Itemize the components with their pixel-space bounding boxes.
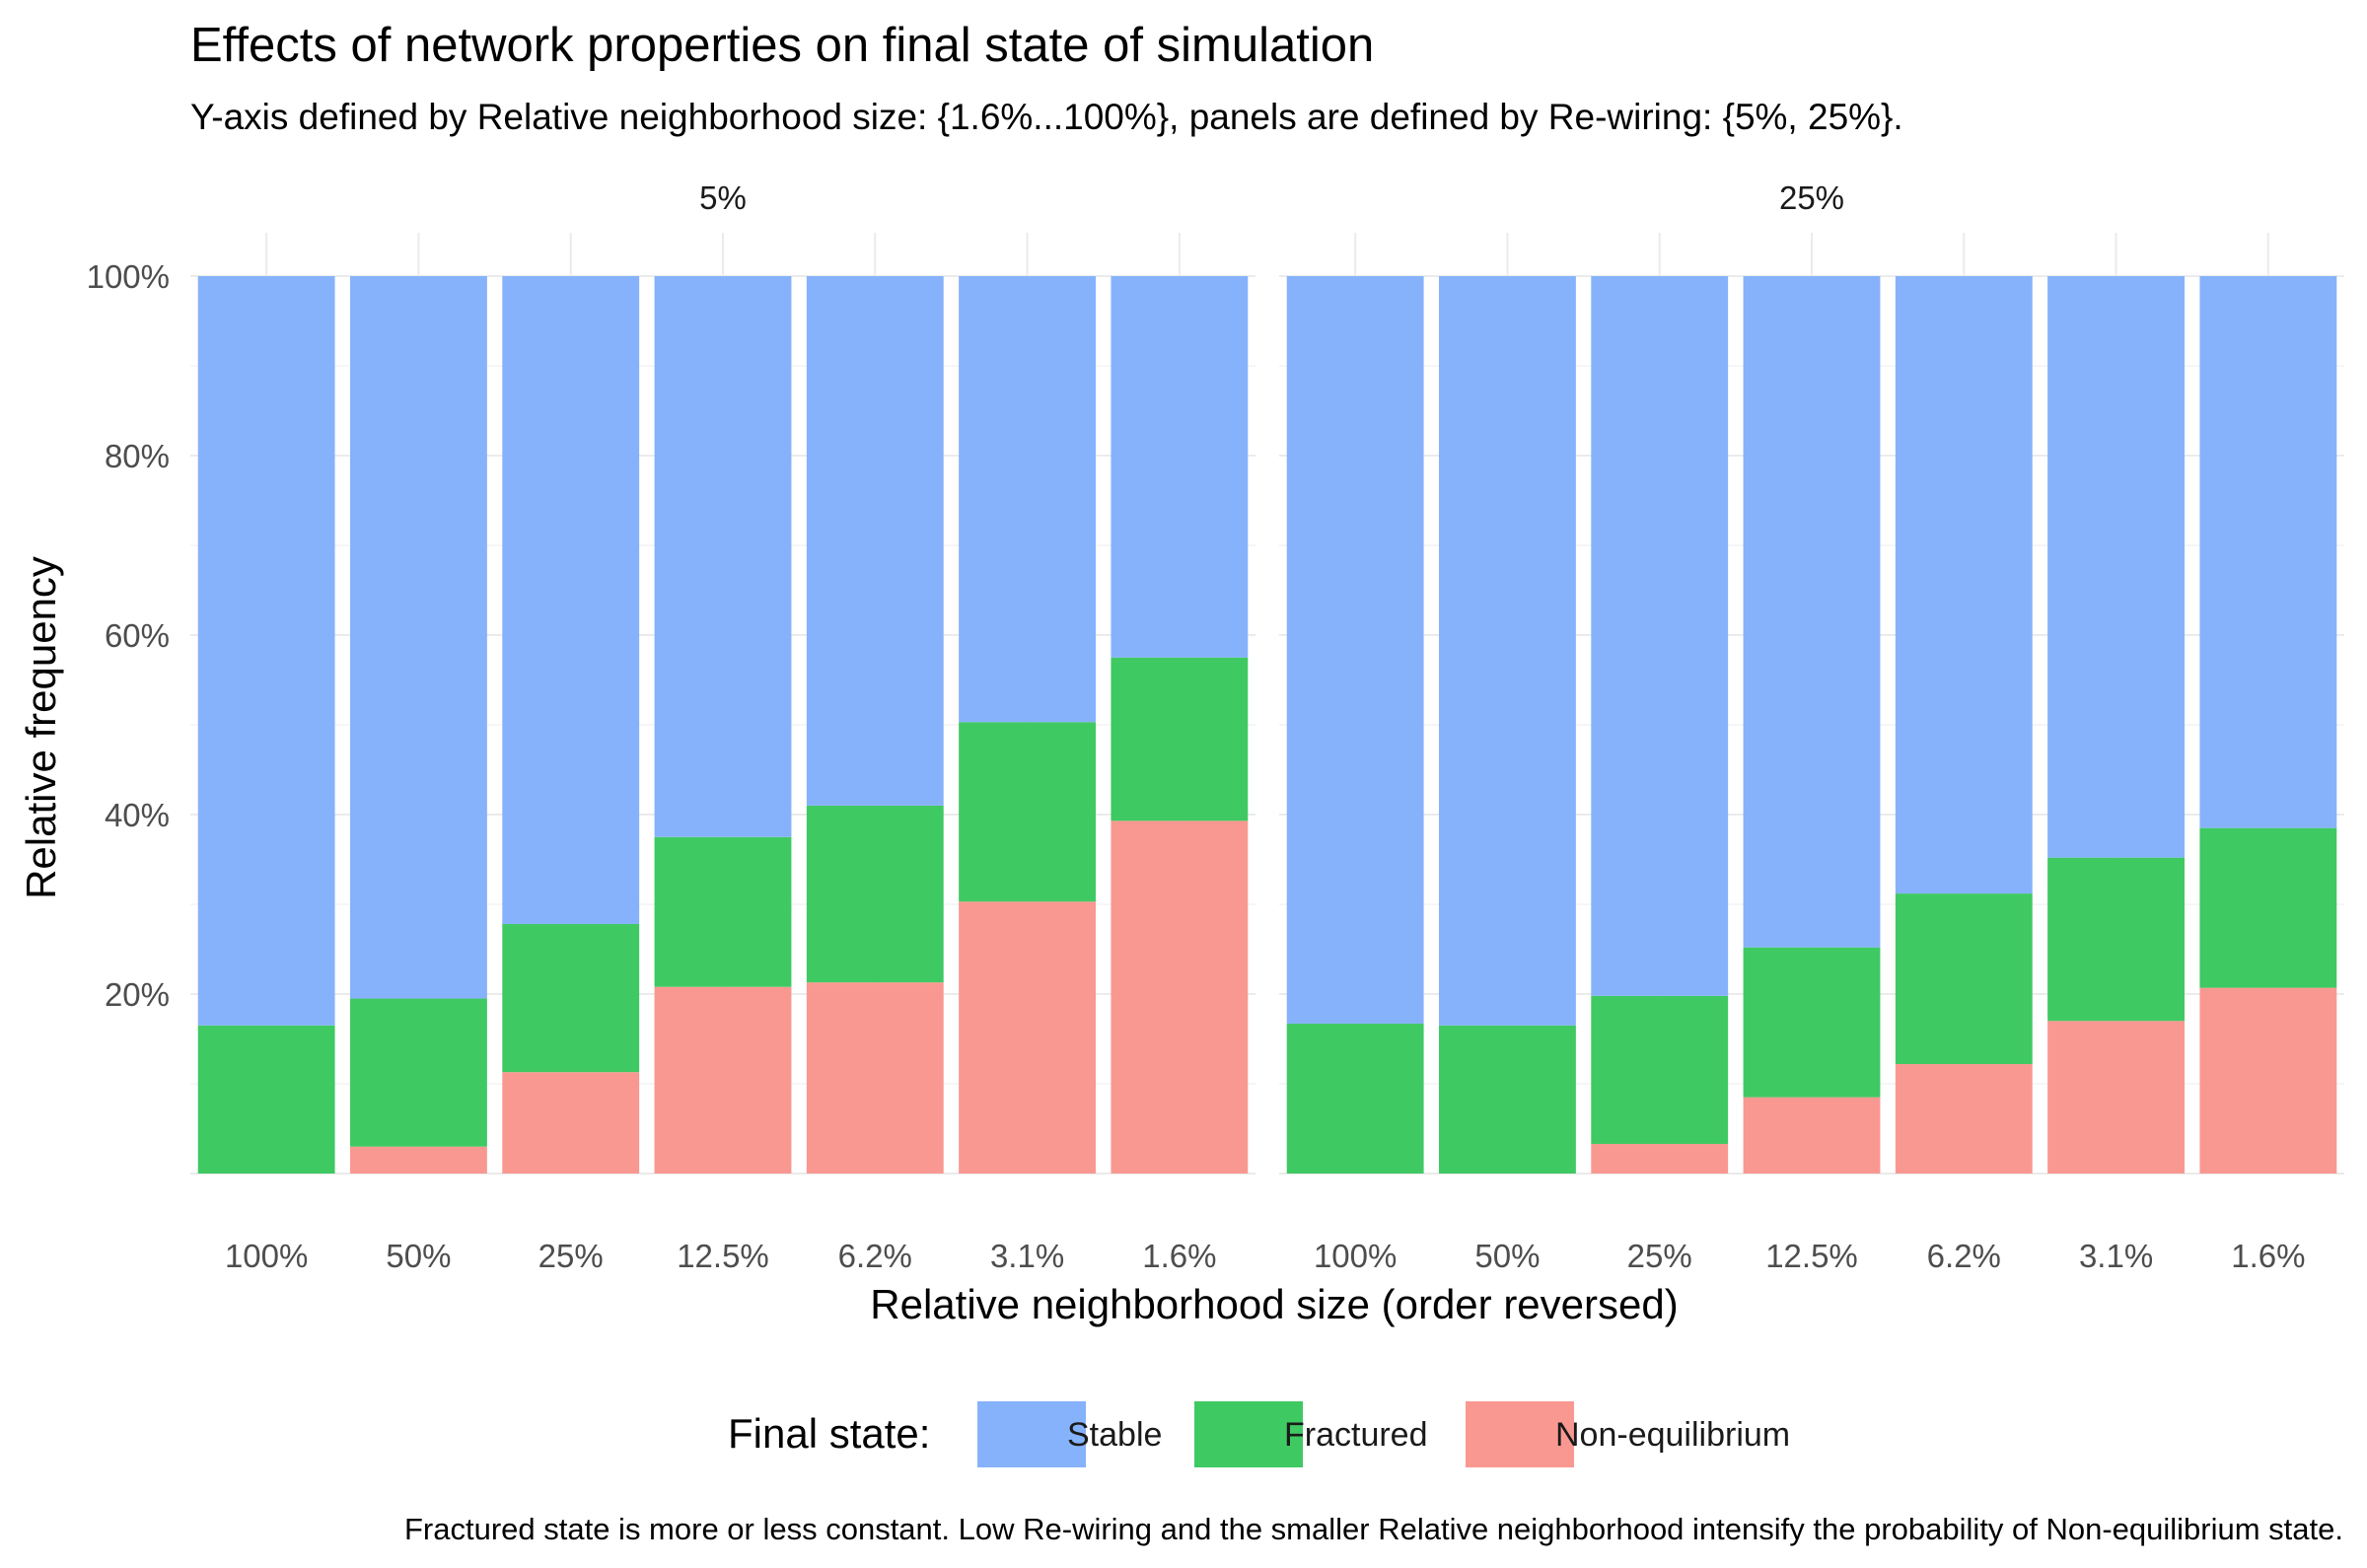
chart-caption: Fractured state is more or less constant…	[404, 1512, 2343, 1546]
bar-stable	[2047, 276, 2185, 858]
bar-stable	[806, 276, 944, 806]
bar-non-equilibrium	[2047, 1021, 2185, 1174]
bar-non-equilibrium	[959, 901, 1096, 1174]
chart-title: Effects of network properties on final s…	[190, 19, 1374, 72]
bar-fractured	[2047, 857, 2185, 1022]
panels: 5%100% 50% 25% 12.5% 6.2% 3.1% 1.6%25%100% 50% 2…	[87, 179, 2344, 1274]
bar-fractured	[1286, 1024, 1424, 1174]
x-tick-label: 50%	[386, 1238, 451, 1274]
bar-non-equilibrium	[350, 1146, 487, 1174]
x-tick-label: 6.2%	[838, 1238, 912, 1274]
legend-label-stable: Stable	[1067, 1416, 1162, 1454]
x-tick-label: 25%	[1627, 1238, 1692, 1274]
bar-non-equilibrium	[806, 982, 944, 1174]
bar-non-equilibrium	[2199, 987, 2337, 1174]
bar-non-equilibrium	[1591, 1143, 1729, 1174]
bar-stable	[1895, 276, 2033, 894]
x-tick-label: 3.1%	[990, 1238, 1064, 1274]
bar-stable	[959, 276, 1096, 723]
y-tick-label: 100%	[87, 258, 170, 295]
legend-label-non-equilibrium: Non-equilibrium	[1555, 1416, 1790, 1454]
y-tick-label: 40%	[105, 797, 170, 833]
bar-stable	[197, 276, 335, 1026]
y-tick-label: 60%	[105, 617, 170, 654]
bar-fractured	[1895, 893, 2033, 1064]
bar-fractured	[502, 924, 640, 1073]
bar-fractured	[654, 836, 792, 987]
x-tick-label: 6.2%	[1927, 1238, 2001, 1274]
x-tick-label: 1.6%	[1142, 1238, 1216, 1274]
bar-stable	[502, 276, 640, 925]
x-tick-label: 50%	[1474, 1238, 1540, 1274]
bar-fractured	[197, 1025, 335, 1174]
panel-1: 5% 100% 50% 25% 12.5% 6.2% 3.1% 1.6%	[190, 179, 1255, 1274]
legend-swatch-fractured	[1194, 1401, 1303, 1467]
bar-stable	[1591, 276, 1729, 996]
panel-strip-label: 25%	[1779, 179, 1844, 216]
x-tick-label: 12.5%	[677, 1238, 769, 1274]
bar-fractured	[1439, 1025, 1576, 1174]
bar-fractured	[1591, 995, 1729, 1144]
bar-non-equilibrium	[654, 986, 792, 1174]
bar-fractured	[1111, 657, 1249, 821]
x-tick-label: 12.5%	[1765, 1238, 1858, 1274]
bar-stable	[654, 276, 792, 837]
bar-non-equilibrium	[502, 1072, 640, 1174]
bar-stable	[1743, 276, 1881, 948]
legend-swatch-non-equilibrium	[1466, 1401, 1574, 1467]
bar-non-equilibrium	[1111, 820, 1249, 1174]
legend-title: Final state:	[728, 1410, 930, 1457]
legend: Final state: Stable Fractured Non-equili…	[728, 1401, 1790, 1467]
bar-fractured	[959, 722, 1096, 902]
bar-fractured	[2199, 827, 2337, 988]
y-axis-title: Relative frequency	[18, 556, 64, 899]
bar-stable	[1439, 276, 1576, 1026]
legend-label-fractured: Fractured	[1284, 1416, 1428, 1454]
x-axis-title: Relative neighborhood size (order revers…	[870, 1281, 1678, 1327]
x-tick-label: 25%	[538, 1238, 604, 1274]
bar-fractured	[350, 998, 487, 1147]
bar-non-equilibrium	[1743, 1097, 1881, 1174]
bar-non-equilibrium	[1895, 1063, 2033, 1174]
legend-swatch-stable	[977, 1401, 1086, 1467]
y-tick-label: 80%	[105, 438, 170, 474]
panel-2: 25% 100% 50% 25% 12.5% 6.2% 3.1% 1.6%	[1279, 179, 2344, 1274]
bar-stable	[350, 276, 487, 999]
bar-stable	[1111, 276, 1249, 658]
bar-fractured	[806, 805, 944, 983]
x-tick-label: 100%	[225, 1238, 308, 1274]
bar-stable	[2199, 276, 2337, 828]
panel-strip-label: 5%	[699, 179, 747, 216]
x-tick-label: 3.1%	[2079, 1238, 2153, 1274]
bar-stable	[1286, 276, 1424, 1025]
y-tick-label: 20%	[105, 976, 170, 1013]
chart-subtitle: Y-axis defined by Relative neighborhood …	[190, 97, 1903, 137]
x-tick-label: 100%	[1314, 1238, 1397, 1274]
bar-fractured	[1743, 947, 1881, 1098]
x-tick-label: 1.6%	[2231, 1238, 2305, 1274]
